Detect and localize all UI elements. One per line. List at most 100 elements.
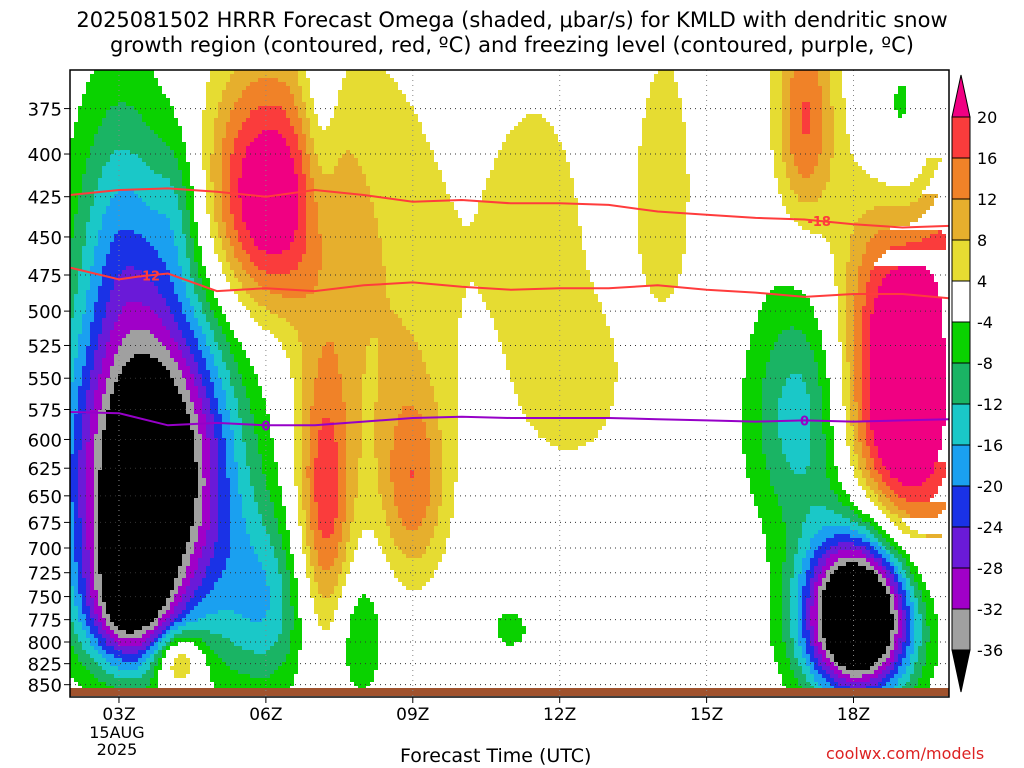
heatmap-cell <box>874 430 942 434</box>
heatmap-cell <box>102 450 194 454</box>
heatmap-cell <box>298 202 306 206</box>
heatmap-cell <box>230 374 242 378</box>
heatmap-cell <box>822 646 826 650</box>
heatmap-cell <box>846 302 854 306</box>
heatmap-cell <box>250 258 302 262</box>
heatmap-cell <box>206 570 222 574</box>
heatmap-cell <box>870 318 942 322</box>
heatmap-cell <box>70 530 74 534</box>
heatmap-cell <box>166 610 174 614</box>
heatmap-cell <box>230 266 242 270</box>
heatmap-cell <box>226 442 234 446</box>
heatmap-cell <box>90 562 94 566</box>
heatmap-cell <box>114 382 174 386</box>
heatmap-cell <box>94 610 102 614</box>
heatmap-cell <box>810 450 826 454</box>
heatmap-cell <box>250 674 270 678</box>
heatmap-cell <box>298 514 306 518</box>
heatmap-cell <box>74 554 82 558</box>
heatmap-cell <box>218 318 226 322</box>
heatmap-cell <box>638 234 686 238</box>
heatmap-cell <box>302 150 306 154</box>
heatmap-cell <box>378 470 390 474</box>
heatmap-cell <box>118 378 174 382</box>
heatmap-cell <box>162 318 174 322</box>
heatmap-cell <box>190 598 202 602</box>
heatmap-cell <box>486 178 574 182</box>
heatmap-cell <box>150 634 158 638</box>
heatmap-cell <box>306 558 310 562</box>
heatmap-cell <box>106 642 118 646</box>
heatmap-cell <box>770 290 802 294</box>
heatmap-cell <box>530 422 606 426</box>
heatmap-cell <box>302 506 310 510</box>
heatmap-cell <box>70 446 74 450</box>
heatmap-cell <box>306 134 310 138</box>
heatmap-cell <box>186 242 194 246</box>
heatmap-cell <box>102 330 110 334</box>
heatmap-cell <box>910 514 938 518</box>
heatmap-cell <box>870 322 942 326</box>
heatmap-cell <box>98 662 110 666</box>
heatmap-cell <box>354 506 382 510</box>
heatmap-cell <box>226 334 234 338</box>
heatmap-cell <box>310 454 318 458</box>
heatmap-cell <box>854 382 862 386</box>
heatmap-cell <box>222 574 266 578</box>
heatmap-cell <box>338 370 366 374</box>
heatmap-cell <box>182 330 194 334</box>
heatmap-cell <box>158 314 174 318</box>
heatmap-cell <box>818 626 822 630</box>
heatmap-cell <box>346 650 378 654</box>
heatmap-cell <box>282 106 298 110</box>
heatmap-cell <box>890 678 898 682</box>
heatmap-cell <box>270 606 282 610</box>
heatmap-cell <box>234 146 246 150</box>
heatmap-cell <box>82 534 86 538</box>
heatmap-cell <box>842 358 846 362</box>
heatmap-cell <box>246 270 266 274</box>
heatmap-cell <box>102 582 174 586</box>
heatmap-cell <box>334 590 342 594</box>
heatmap-cell <box>194 550 202 554</box>
heatmap-cell <box>826 466 838 470</box>
heatmap-cell <box>218 462 226 466</box>
colorbar-label: -28 <box>977 559 1003 578</box>
heatmap-cell <box>782 86 790 90</box>
heatmap-cell <box>646 102 682 106</box>
heatmap-cell <box>818 630 822 634</box>
heatmap-cell <box>210 350 222 354</box>
heatmap-cell <box>770 622 782 626</box>
heatmap-cell <box>158 338 174 342</box>
heatmap-cell <box>74 590 78 594</box>
heatmap-cell <box>762 522 786 526</box>
heatmap-cell <box>86 538 94 542</box>
heatmap-cell <box>210 454 218 458</box>
heatmap-cell <box>922 670 934 674</box>
heatmap-cell <box>794 74 818 78</box>
heatmap-cell <box>342 382 362 386</box>
heatmap-cell <box>274 510 286 514</box>
heatmap-cell <box>90 370 102 374</box>
heatmap-cell <box>166 598 174 602</box>
heatmap-cell <box>378 350 422 354</box>
heatmap-cell <box>854 326 862 330</box>
heatmap-cell <box>102 222 170 226</box>
heatmap-cell <box>254 650 266 654</box>
heatmap-cell <box>394 486 430 490</box>
heatmap-cell <box>222 658 286 662</box>
heatmap-cell <box>74 630 86 634</box>
heatmap-cell <box>86 398 94 402</box>
heatmap-cell <box>810 618 818 622</box>
heatmap-cell <box>862 382 870 386</box>
heatmap-cell <box>378 474 390 478</box>
heatmap-cell <box>766 558 786 562</box>
heatmap-cell <box>886 582 890 586</box>
heatmap-cell <box>318 506 338 510</box>
heatmap-cell <box>782 130 790 134</box>
heatmap-cell <box>822 142 834 146</box>
heatmap-cell <box>178 202 186 206</box>
heatmap-cell <box>230 486 238 490</box>
heatmap-cell <box>82 438 90 442</box>
heatmap-cell <box>70 494 78 498</box>
